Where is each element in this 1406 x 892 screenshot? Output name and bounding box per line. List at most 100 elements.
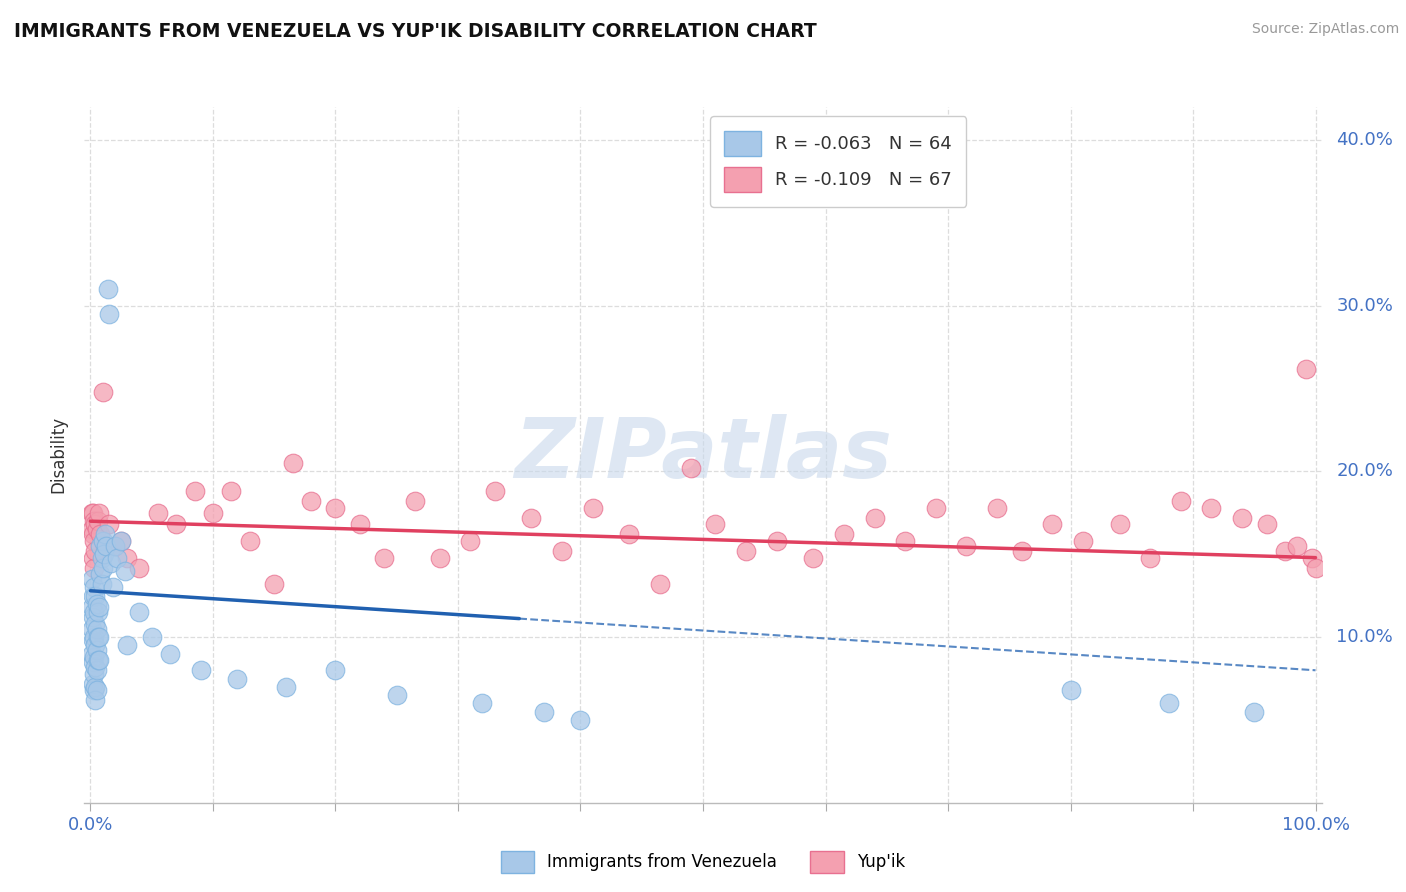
Point	[87, 605, 110, 619]
Text: 30.0%: 30.0%	[1337, 297, 1393, 315]
Point	[299, 494, 322, 508]
Point	[159, 647, 181, 661]
Point	[239, 534, 262, 549]
Text: Source: ZipAtlas.com: Source: ZipAtlas.com	[1251, 22, 1399, 37]
Point	[110, 534, 132, 549]
Point	[569, 713, 592, 727]
Point	[1011, 544, 1033, 558]
Point	[679, 461, 702, 475]
Point	[1301, 550, 1323, 565]
Point	[84, 693, 107, 707]
Point	[107, 550, 129, 565]
Point	[97, 517, 120, 532]
Point	[89, 527, 111, 541]
Point	[83, 514, 105, 528]
Point	[104, 539, 127, 553]
Point	[97, 307, 120, 321]
Point	[101, 581, 124, 595]
Point	[551, 544, 574, 558]
Point	[82, 676, 104, 690]
Point	[1201, 500, 1223, 515]
Point	[83, 560, 105, 574]
Point	[93, 547, 115, 561]
Point	[221, 484, 243, 499]
Point	[82, 589, 104, 603]
Point	[80, 647, 103, 661]
Point	[429, 550, 451, 565]
Point	[97, 282, 120, 296]
Point	[471, 697, 494, 711]
Point	[619, 527, 641, 541]
Point	[83, 666, 105, 681]
Point	[82, 527, 104, 541]
Point	[82, 506, 104, 520]
Point	[89, 539, 111, 553]
Point	[91, 534, 114, 549]
Point	[80, 572, 103, 586]
Point	[863, 511, 886, 525]
Point	[894, 534, 917, 549]
Point	[226, 672, 249, 686]
Point	[87, 653, 110, 667]
Point	[1230, 511, 1253, 525]
Point	[84, 517, 107, 532]
Point	[986, 500, 1008, 515]
Point	[115, 550, 138, 565]
Point	[1305, 560, 1327, 574]
Point	[84, 639, 107, 653]
Point	[1108, 517, 1130, 532]
Point	[201, 506, 224, 520]
Point	[80, 600, 103, 615]
Point	[128, 560, 150, 574]
Point	[94, 539, 117, 553]
Point	[1274, 544, 1296, 558]
Point	[925, 500, 948, 515]
Point	[87, 630, 110, 644]
Point	[83, 605, 105, 619]
Point	[765, 534, 787, 549]
Point	[801, 550, 824, 565]
Text: 40.0%: 40.0%	[1337, 131, 1393, 149]
Point	[385, 688, 408, 702]
Point	[83, 581, 105, 595]
Point	[86, 683, 108, 698]
Point	[84, 616, 107, 631]
Point	[190, 663, 212, 677]
Point	[458, 534, 481, 549]
Point	[1295, 361, 1317, 376]
Point	[87, 630, 110, 644]
Point	[1170, 494, 1192, 508]
Point	[84, 589, 107, 603]
Point	[1139, 550, 1161, 565]
Point	[183, 484, 205, 499]
Point	[263, 577, 285, 591]
Point	[86, 663, 108, 677]
Point	[83, 630, 105, 644]
Point	[83, 534, 105, 549]
Point	[86, 622, 108, 636]
Point	[650, 577, 672, 591]
Point	[87, 514, 110, 528]
Point	[84, 660, 107, 674]
Point	[84, 680, 107, 694]
Point	[86, 597, 108, 611]
Point	[83, 683, 105, 698]
Point	[80, 523, 103, 537]
Point	[582, 500, 605, 515]
Point	[484, 484, 506, 499]
Text: 20.0%: 20.0%	[1337, 462, 1393, 481]
Point	[115, 639, 138, 653]
Point	[128, 605, 150, 619]
Point	[80, 506, 103, 520]
Point	[87, 600, 110, 615]
Point	[114, 564, 136, 578]
Point	[1059, 683, 1081, 698]
Point	[1071, 534, 1094, 549]
Point	[955, 539, 977, 553]
Point	[404, 494, 426, 508]
Point	[533, 705, 555, 719]
Point	[704, 517, 727, 532]
Text: IMMIGRANTS FROM VENEZUELA VS YUP'IK DISABILITY CORRELATION CHART: IMMIGRANTS FROM VENEZUELA VS YUP'IK DISA…	[14, 22, 817, 41]
Point	[90, 550, 112, 565]
Point	[86, 643, 108, 657]
